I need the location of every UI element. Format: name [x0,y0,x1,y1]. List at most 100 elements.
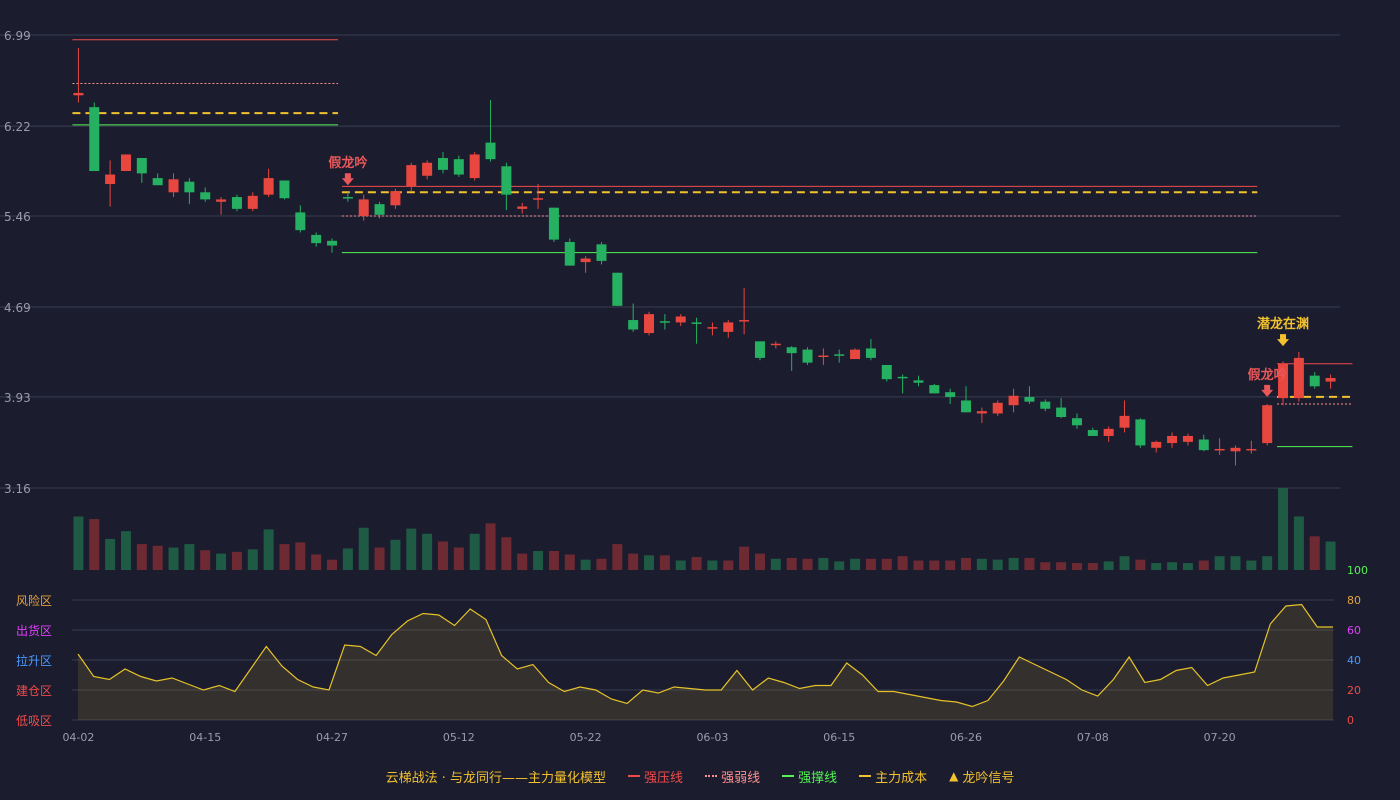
volume-bar [1214,556,1225,570]
volume-bar [247,549,258,570]
zone-label: 建仓区 [16,684,52,698]
date-tick-label: 04-02 [62,731,94,744]
volume-bar [1293,516,1304,570]
candle-body [1071,418,1082,426]
candle-body [564,241,575,266]
volume-bar [501,537,512,570]
triangle-icon: ▲ [949,769,959,783]
legend-label-support: 强撑线 [798,770,838,786]
volume-bar [1230,556,1241,570]
volume-bar [628,553,639,570]
legend-swatch-weak-line [705,775,718,777]
date-tick-label: 07-20 [1204,731,1236,744]
candle-body [580,258,591,263]
candle-body [881,364,892,380]
indicator-line [77,603,1333,708]
candle-body [374,204,385,215]
indicator-tick-label: 100 [1347,564,1368,577]
candle-body [850,349,861,360]
candle-body [73,92,84,96]
candle-body [517,206,528,209]
legend-item-signal[interactable]: ▲ 龙吟信号 [949,767,1014,786]
volume-bar [834,561,845,570]
candle-body [1230,447,1241,452]
signal-label: 潜龙在渊 [1257,316,1309,332]
candle-body [1135,419,1146,446]
legend-item-resistance[interactable]: 强压线 [628,767,683,786]
volume-bar [73,516,84,570]
zone-label: 出货区 [16,623,52,638]
candle-body [216,199,227,202]
volume-bar [1103,561,1114,570]
legend-item-weak-line[interactable]: 强弱线 [705,767,760,786]
volume-bar [818,557,829,570]
candle-body [501,166,512,195]
volume-bar [865,558,876,570]
volume-bar [200,550,211,570]
candle-body [945,392,956,397]
volume-bar [850,558,861,570]
date-tick-label: 06-15 [823,731,855,744]
price-tick-label: 5.46 [4,210,31,224]
candle-body [1040,401,1051,409]
volume-bar [184,544,195,570]
candle-body [533,198,544,200]
legend-item-support[interactable]: 强撑线 [782,767,837,786]
legend-series-title[interactable]: 云梯战法 · 与龙同行——主力量化模型 [386,767,606,786]
candle-body [453,159,464,175]
candle-body [612,272,623,306]
price-tick-label: 4.69 [4,301,31,315]
legend-swatch-support [782,775,795,777]
candle-body [1008,395,1019,406]
volume-bar [1008,557,1019,570]
candle-body [437,158,448,170]
signal-arrow-icon [1277,334,1290,347]
volume-bar [723,560,734,570]
candle-body [818,355,829,358]
candle-body [184,181,195,193]
candle-body [675,316,686,323]
candle-body [406,165,417,187]
volume-bar [120,531,131,570]
candle-body [802,349,813,363]
volume-bar [485,523,496,570]
zone-label: 拉升区 [16,653,52,668]
candle-body [1056,407,1067,418]
volume-bar [1325,541,1336,570]
volume-bar [945,560,956,570]
volume-bar [770,558,781,570]
volume-bar [929,560,940,570]
volume-bar [961,557,972,570]
volume-bar [89,519,100,570]
volume-bar [548,551,559,570]
candle-body [770,343,781,346]
candle-body [628,320,639,330]
candle-body [231,197,242,209]
volume-bar [707,560,718,570]
volume-bar [1182,563,1193,570]
volume-bar [897,556,908,570]
legend-swatch-resistance [628,775,641,777]
candle-body [976,411,987,414]
candle-body [1278,363,1289,399]
price-tick-label: 6.22 [4,120,31,134]
volume-bar [754,553,765,570]
legend-item-cost[interactable]: 主力成本 [859,767,927,786]
volume-bar [1087,563,1098,570]
zone-label: 低吸区 [16,714,52,728]
volume-bar [1119,556,1130,570]
volume-bar [342,548,353,570]
date-tick-label: 05-12 [443,731,475,744]
indicator-tick-label: 0 [1347,714,1354,727]
candle-body [929,385,940,394]
volume-bar [295,542,306,570]
volume-bar [992,559,1003,570]
legend-label-cost: 主力成本 [875,770,928,786]
candle-body [644,314,655,334]
chart-legend: 云梯战法 · 与龙同行——主力量化模型 强压线 强弱线 强撑线 主力成本 ▲ 龙… [0,766,1400,786]
volume-bar [152,545,163,570]
volume-bar [168,547,179,570]
signal-arrow-icon [1261,384,1274,397]
volume-bar [802,558,813,570]
volume-bar [1040,562,1051,570]
